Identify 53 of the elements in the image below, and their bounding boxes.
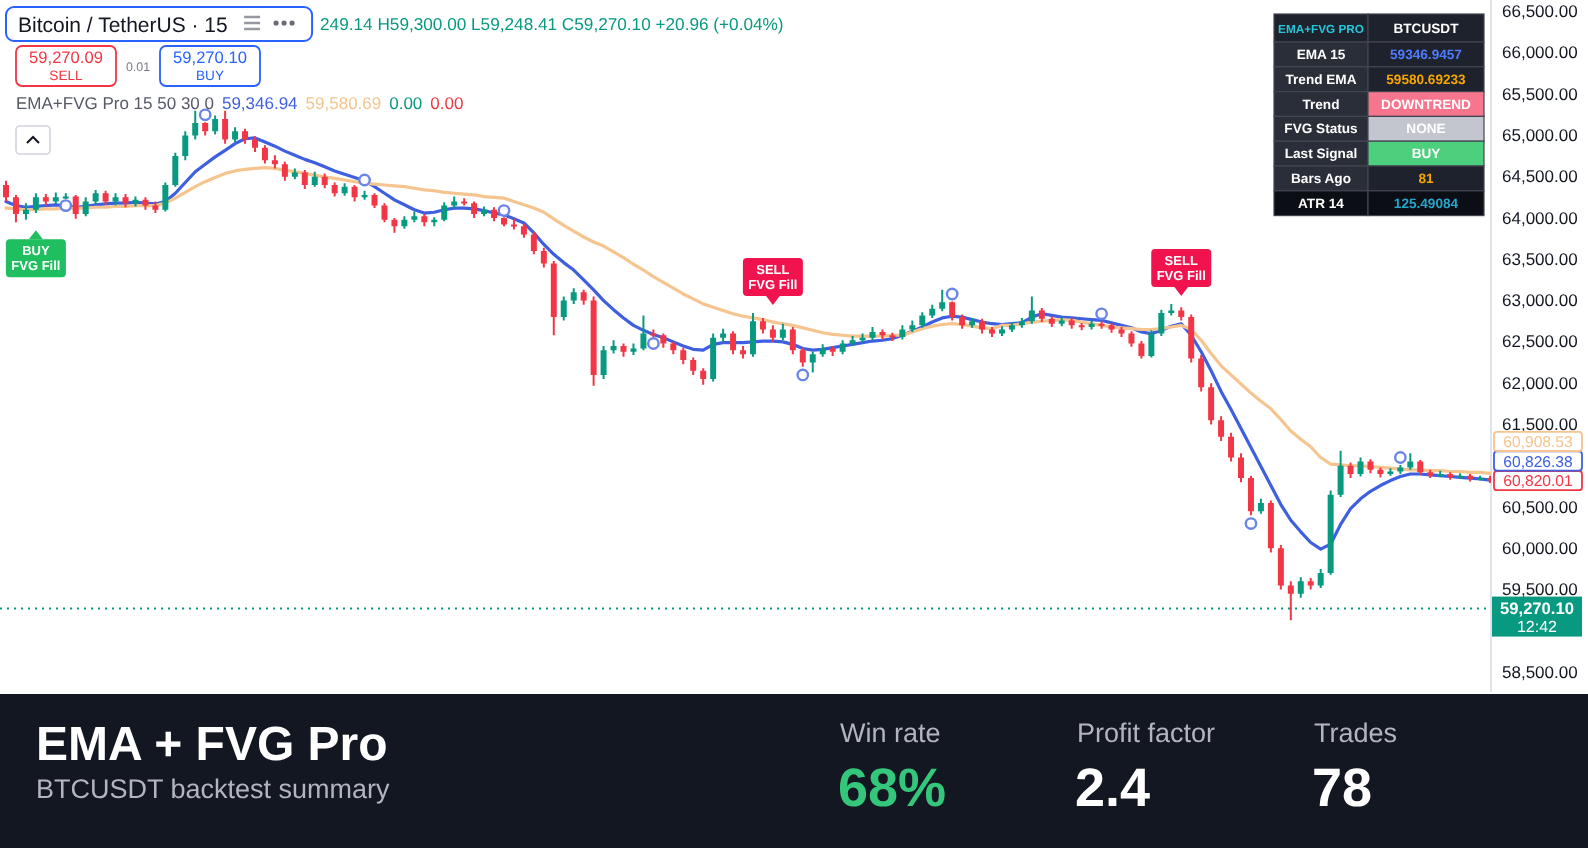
point <box>796 368 810 382</box>
point <box>358 173 371 187</box>
line-series <box>4 136 1491 551</box>
y-tick-label: 60,500.00 <box>1502 496 1579 517</box>
y-tick-label: 66,000.00 <box>1502 42 1579 63</box>
candlestick <box>411 211 418 223</box>
y-tick-label: 66,500.00 <box>1502 1 1579 22</box>
y-tick-label: 64,500.00 <box>1502 166 1579 187</box>
candlestick <box>849 336 856 346</box>
ref-line-label: 59,270.10 <box>1500 597 1575 618</box>
y-tick-label: 58,500.00 <box>1502 661 1579 682</box>
text: BTCUSDT backtest summary <box>36 774 391 804</box>
annotation: 249.14 H59,300.00 L59,248.41 C59,270.10 +20.96 (+0.04%) <box>320 14 784 35</box>
y-tick-label: 65,000.00 <box>1502 125 1579 146</box>
candlestick <box>829 346 836 356</box>
y-tick-label: 62,000.00 <box>1502 372 1579 393</box>
y-tick-label: 63,500.00 <box>1502 248 1579 269</box>
text: 78 <box>1312 758 1373 818</box>
point <box>59 199 73 213</box>
text: EMA + FVG Pro <box>36 718 388 772</box>
y-tick-label: 62,500.00 <box>1502 331 1579 352</box>
annotation: 59,346.94 <box>221 93 299 113</box>
y-tick-label: 60,000.00 <box>1502 537 1579 558</box>
point <box>1244 517 1258 530</box>
point <box>198 108 212 122</box>
point <box>497 204 511 217</box>
annotation: 59,580.69 <box>305 93 382 113</box>
point <box>1095 307 1108 321</box>
candlestick <box>989 327 995 337</box>
text: 12:42 <box>1516 617 1559 636</box>
line-series <box>4 166 1491 475</box>
text: Bitcoin / TetherUS · 15 <box>18 13 229 38</box>
y-tick-label: 59,500.00 <box>1502 579 1579 600</box>
text: 2.4 <box>1075 758 1151 818</box>
point <box>1393 451 1407 464</box>
y-tick-label: 64,000.00 <box>1502 207 1579 228</box>
annotation: EMA+FVG Pro 15 50 30 0 <box>16 93 215 113</box>
y-tick-label: 61,500.00 <box>1502 414 1579 435</box>
annotation: 59,270.09 <box>29 46 104 67</box>
candlestick <box>1287 581 1294 621</box>
point <box>646 337 660 350</box>
y-tick-label: 63,000.00 <box>1502 290 1579 311</box>
annotation: 0.00 <box>430 93 464 113</box>
text: 68% <box>838 758 947 818</box>
annotation: 0.00 <box>389 93 423 113</box>
point <box>945 287 959 301</box>
annotation: 59,270.10 <box>173 46 248 67</box>
candlestick <box>998 326 1005 337</box>
text: Profit factor <box>1077 718 1217 748</box>
text: Win rate <box>840 718 941 748</box>
candlestick <box>510 218 517 230</box>
text: Trades <box>1314 718 1398 748</box>
y-tick-label: 65,500.00 <box>1502 83 1579 104</box>
